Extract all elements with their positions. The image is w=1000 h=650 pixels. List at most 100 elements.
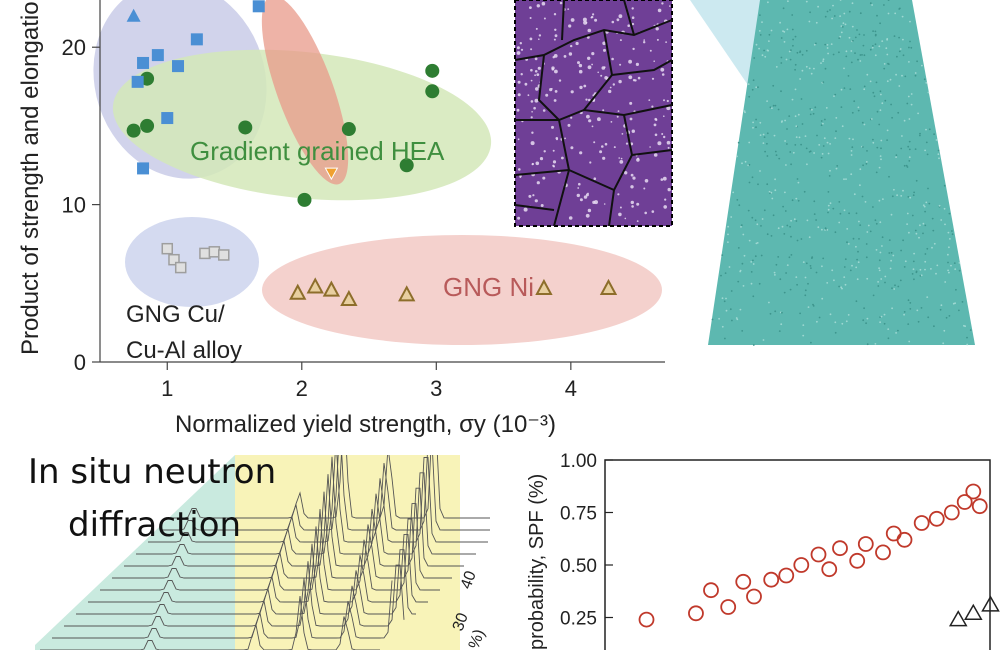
blue-point bbox=[151, 49, 164, 62]
x-tick-label: 3 bbox=[430, 376, 442, 401]
atomistic-simulation-panel bbox=[690, 0, 975, 346]
blue-point bbox=[190, 33, 203, 46]
diffraction-trace bbox=[136, 456, 476, 555]
spf-circle-point bbox=[965, 483, 982, 500]
spf-y-ticks: 0.25 0.50 0.75 1.00 bbox=[560, 451, 613, 630]
hea-point bbox=[126, 123, 141, 138]
spf-circle-point bbox=[763, 571, 780, 588]
red-group-ellipse bbox=[261, 0, 349, 185]
diffraction-trace bbox=[160, 455, 490, 531]
cu-point bbox=[218, 249, 230, 261]
spf-circle-point bbox=[720, 599, 737, 615]
spf-triangle-point bbox=[981, 595, 1000, 612]
spf-circle-point bbox=[638, 611, 655, 628]
spf-y-tick-label: 0.75 bbox=[560, 504, 597, 525]
orange-point bbox=[324, 167, 339, 181]
cu-group-ellipse bbox=[125, 217, 259, 307]
spf-circle-point bbox=[849, 552, 866, 569]
spf-circle-point bbox=[735, 573, 752, 590]
hea-point bbox=[425, 84, 440, 99]
spf-circle-point bbox=[875, 544, 891, 561]
blue-point bbox=[137, 56, 150, 69]
spf-chart: 0.25 0.50 0.75 1.00 probability, SPF (%) bbox=[526, 451, 1000, 650]
strain-tick-30: 30 bbox=[450, 611, 472, 634]
blue-triangle-point bbox=[126, 8, 141, 22]
blue-point bbox=[137, 162, 150, 175]
hea-point bbox=[399, 158, 414, 173]
ni-point bbox=[599, 278, 618, 296]
spf-circle-point bbox=[688, 605, 704, 622]
x-ticks: 1 2 3 4 bbox=[161, 362, 577, 401]
spf-circle-point bbox=[896, 531, 913, 548]
cu-group-label: GNG Cu/Cu-Al alloy bbox=[126, 301, 242, 364]
diffraction-trace bbox=[112, 491, 452, 579]
spf-circle-point bbox=[703, 582, 719, 599]
y-tick-label: 20 bbox=[62, 35, 86, 60]
simulation-sample bbox=[708, 0, 975, 345]
hea-point bbox=[297, 192, 312, 207]
cu-point bbox=[208, 246, 221, 258]
diffraction-trace bbox=[64, 561, 405, 627]
diffraction-trace bbox=[88, 526, 428, 603]
ni-point bbox=[535, 278, 553, 296]
ni-point bbox=[322, 280, 341, 297]
neutron-caption-line1: In situ neutron bbox=[28, 452, 277, 492]
spf-circle-point bbox=[971, 498, 988, 515]
blue-point bbox=[172, 60, 185, 73]
blue-point bbox=[252, 0, 265, 13]
spf-circle-point bbox=[832, 540, 848, 557]
neutron-caption-line2: diffraction bbox=[68, 505, 242, 545]
grain-boundaries bbox=[514, 0, 673, 227]
x-axis-label: Normalized yield strength, σy (10⁻³) bbox=[175, 411, 556, 438]
diffraction-trace bbox=[100, 508, 440, 591]
strain-tick-40: 40 bbox=[458, 569, 480, 592]
spf-circle-point bbox=[943, 504, 960, 521]
diffraction-traces bbox=[40, 455, 490, 650]
grain-microstructure-inset bbox=[514, 0, 673, 227]
connector-wedge bbox=[690, 0, 765, 110]
strength-elongation-chart: 1 2 3 4 0 10 20 Product of strength and elong… bbox=[17, 0, 665, 438]
neutron-teal-plane bbox=[35, 455, 235, 650]
group-points bbox=[126, 0, 618, 307]
ni-point bbox=[340, 289, 358, 307]
y-tick-label: 0 bbox=[74, 350, 86, 375]
ni-point bbox=[398, 285, 416, 302]
cu-point bbox=[161, 242, 174, 255]
spf-circle-point bbox=[913, 515, 930, 531]
ni-point bbox=[289, 283, 307, 300]
cu-point bbox=[168, 253, 180, 266]
spf-circle-point bbox=[857, 536, 874, 552]
spf-circle-point bbox=[821, 561, 838, 578]
blue-point bbox=[161, 112, 174, 125]
y-tick-label: 10 bbox=[62, 193, 86, 218]
spf-triangle-point bbox=[948, 610, 968, 627]
spf-circle-point bbox=[793, 557, 810, 573]
spf-points bbox=[638, 483, 1000, 628]
cu-point bbox=[174, 261, 187, 274]
spf-circle-point bbox=[746, 588, 762, 605]
spf-y-tick-label: 1.00 bbox=[560, 451, 597, 472]
diffraction-trace bbox=[76, 543, 417, 615]
spf-circle-point bbox=[885, 525, 902, 542]
y-ticks: 0 10 20 bbox=[62, 35, 100, 375]
spf-circle-point bbox=[810, 546, 827, 563]
spf-plot-frame bbox=[604, 459, 991, 650]
x-tick-label: 4 bbox=[565, 376, 577, 401]
diffraction-trace bbox=[148, 455, 488, 543]
blue-point bbox=[131, 75, 144, 88]
x-tick-label: 1 bbox=[161, 376, 173, 401]
spf-y-tick-label: 0.50 bbox=[560, 556, 597, 577]
hea-point bbox=[425, 63, 440, 78]
hea-group-label: Gradient grained HEA bbox=[190, 136, 445, 166]
simulation-atoms-texture bbox=[711, 0, 972, 346]
ni-point bbox=[306, 277, 324, 294]
spf-triangle-point bbox=[964, 603, 983, 621]
diffraction-trace bbox=[124, 474, 464, 567]
spf-y-tick-label: 0.25 bbox=[560, 609, 597, 630]
diffraction-trace bbox=[52, 578, 393, 639]
spf-circle-point bbox=[956, 494, 973, 510]
spf-circle-point bbox=[928, 510, 945, 527]
hea-point bbox=[140, 118, 155, 133]
hea-point bbox=[341, 122, 356, 137]
neutron-diffraction-panel: 40 30 %) bbox=[35, 455, 490, 650]
